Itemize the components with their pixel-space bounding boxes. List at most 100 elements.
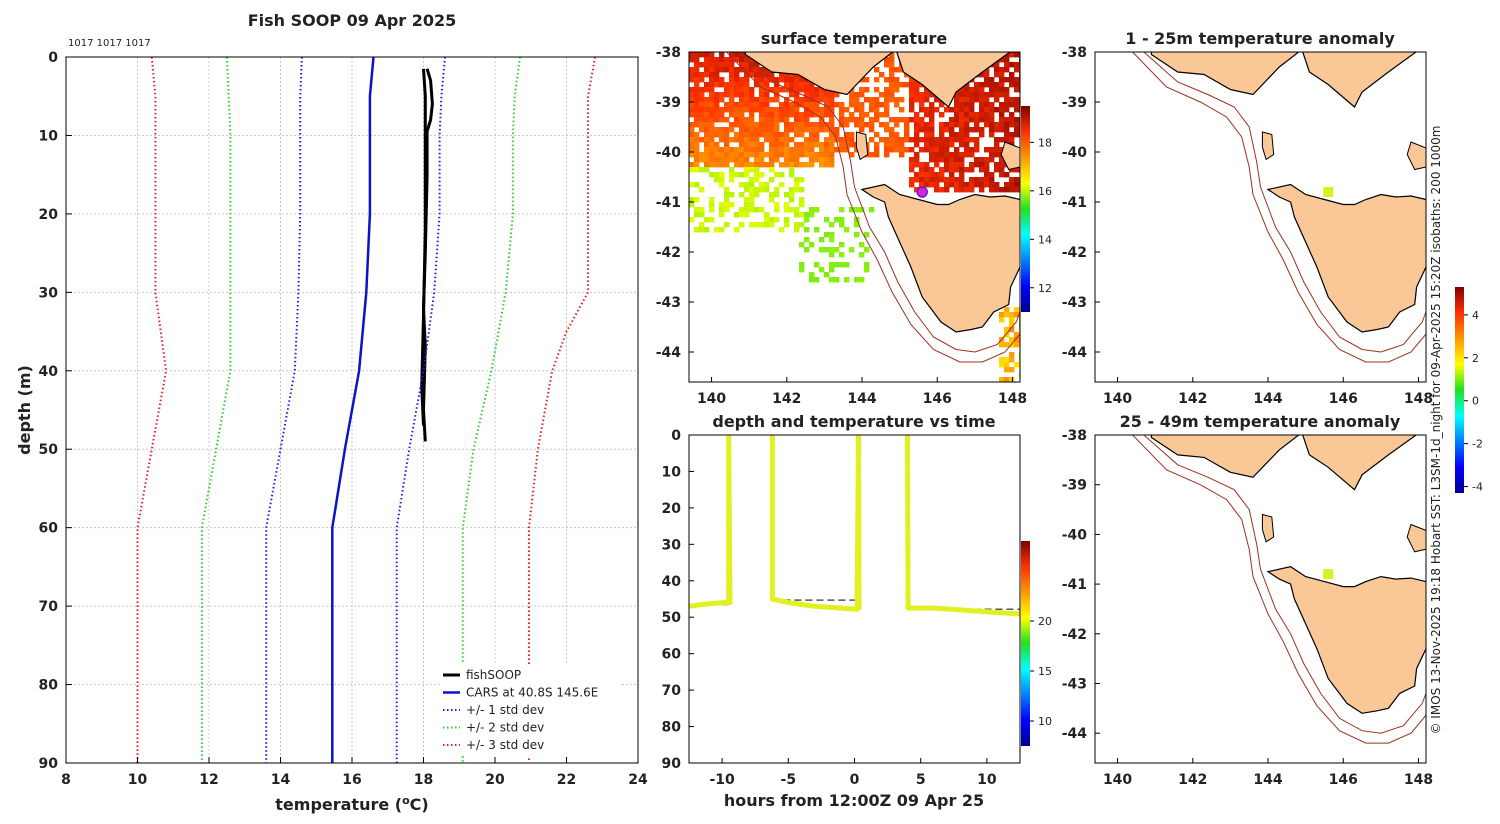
sst-pixel: [969, 87, 975, 93]
sst-pixel: [729, 137, 735, 143]
sst-pixel: [769, 167, 775, 173]
sst-pixel: [964, 152, 970, 158]
y-tick-label: 10: [39, 128, 59, 144]
sst-pixel: [904, 82, 910, 88]
sst-pixel: [999, 87, 1005, 93]
sst-pixel: [1009, 112, 1015, 118]
sst-pixel: [889, 92, 895, 98]
sst-pixel: [754, 142, 760, 148]
sst-pixel: [809, 122, 815, 128]
sst-pixel: [809, 82, 815, 88]
sst-pixel: [909, 102, 915, 108]
sst-pixel: [689, 167, 695, 173]
sst-pixel: [759, 67, 765, 73]
sst-pixel: [819, 87, 825, 93]
sst-pixel: [709, 57, 715, 63]
sst-pixel: [994, 152, 1000, 158]
sst-pixel: [724, 107, 730, 113]
sst-pixel: [694, 167, 700, 173]
sst-pixel: [799, 187, 805, 193]
depth-track: [689, 435, 733, 609]
sst-pixel: [909, 167, 915, 173]
sst-pixel: [689, 107, 695, 113]
sst-pixel: [744, 172, 750, 178]
sst-pixel: [974, 87, 980, 93]
sst-pixel: [704, 112, 710, 118]
sst-pixel: [994, 137, 1000, 143]
sst-colorbar: [1021, 106, 1030, 312]
sst-pixel: [869, 97, 875, 103]
sst-pixel: [974, 157, 980, 163]
sst-pixel: [799, 147, 805, 153]
sst-pixel: [724, 192, 730, 198]
sst-pixel: [734, 112, 740, 118]
sst-pixel: [749, 167, 755, 173]
sst-pixel: [719, 112, 725, 118]
sst-pixel: [694, 147, 700, 153]
sst-pixel: [964, 97, 970, 103]
sst-pixel: [984, 177, 990, 183]
sst-pixel: [864, 232, 870, 238]
x-tick-label: 146: [1329, 391, 1358, 407]
sst-pixel: [869, 102, 875, 108]
sst-pixel: [909, 92, 915, 98]
sst-pixel: [694, 152, 700, 158]
sst-pixel: [754, 172, 760, 178]
sst-pixel: [889, 72, 895, 78]
sst-pixel: [984, 122, 990, 128]
sst-pixel: [1009, 137, 1015, 143]
sst-pixel: [874, 132, 880, 138]
sst-pixel: [964, 127, 970, 133]
sst-pixel: [859, 242, 865, 248]
sst-pixel: [929, 92, 935, 98]
land-king-island: [855, 131, 869, 161]
sst-pixel: [829, 267, 835, 273]
sst-pixel: [719, 202, 725, 208]
sst-pixel: [749, 72, 755, 78]
sst-pixel: [999, 172, 1005, 178]
colorbar-tick-label: 14: [1038, 233, 1052, 246]
sst-pixel: [829, 157, 835, 163]
sst-pixel: [759, 117, 765, 123]
sst-pixel: [759, 162, 765, 168]
x-tick-label: 148: [1404, 772, 1433, 788]
sst-pixel: [739, 142, 745, 148]
sst-pixel: [734, 227, 740, 233]
sst-pixel: [934, 162, 940, 168]
sst-pixel: [759, 187, 765, 193]
sst-pixel: [709, 77, 715, 83]
anomaly-colorbar: [1455, 287, 1464, 493]
sst-pixel: [689, 57, 695, 63]
sst-pixel: [714, 82, 720, 88]
sst-pixel: [769, 132, 775, 138]
sst-pixel: [829, 117, 835, 123]
sst-pixel: [934, 147, 940, 153]
sst-pixel: [959, 137, 965, 143]
y-tick-label: 40: [662, 574, 682, 590]
sst-pixel: [859, 252, 865, 258]
sst-pixel: [964, 122, 970, 128]
sst-pixel: [744, 97, 750, 103]
sst-pixel: [909, 117, 915, 123]
sst-pixel: [764, 222, 770, 228]
sst-pixel: [979, 177, 985, 183]
sst-pixel: [959, 127, 965, 133]
sst-pixel: [839, 147, 845, 153]
sst-pixel: [949, 167, 955, 173]
y-tick-label: 0: [671, 428, 681, 444]
sst-pixel: [899, 142, 905, 148]
sst-axes-frame: [688, 51, 1021, 383]
sst-pixel: [779, 227, 785, 233]
sst-pixel: [749, 92, 755, 98]
sst-pixel: [949, 142, 955, 148]
sst-pixel: [699, 222, 705, 228]
sst-pixel: [689, 67, 695, 73]
y-tick-label: 30: [662, 537, 682, 553]
sst-pixel: [959, 172, 965, 178]
sst-pixel: [774, 202, 780, 208]
sst-pixel: [934, 177, 940, 183]
sst-pixel: [769, 157, 775, 163]
anom2-ticks: 140 142 144 146 148 -38 -39 -40 -41 -42 -43 -44: [1062, 428, 1433, 788]
sst-pixel: [874, 142, 880, 148]
sst-pixel: [709, 147, 715, 153]
